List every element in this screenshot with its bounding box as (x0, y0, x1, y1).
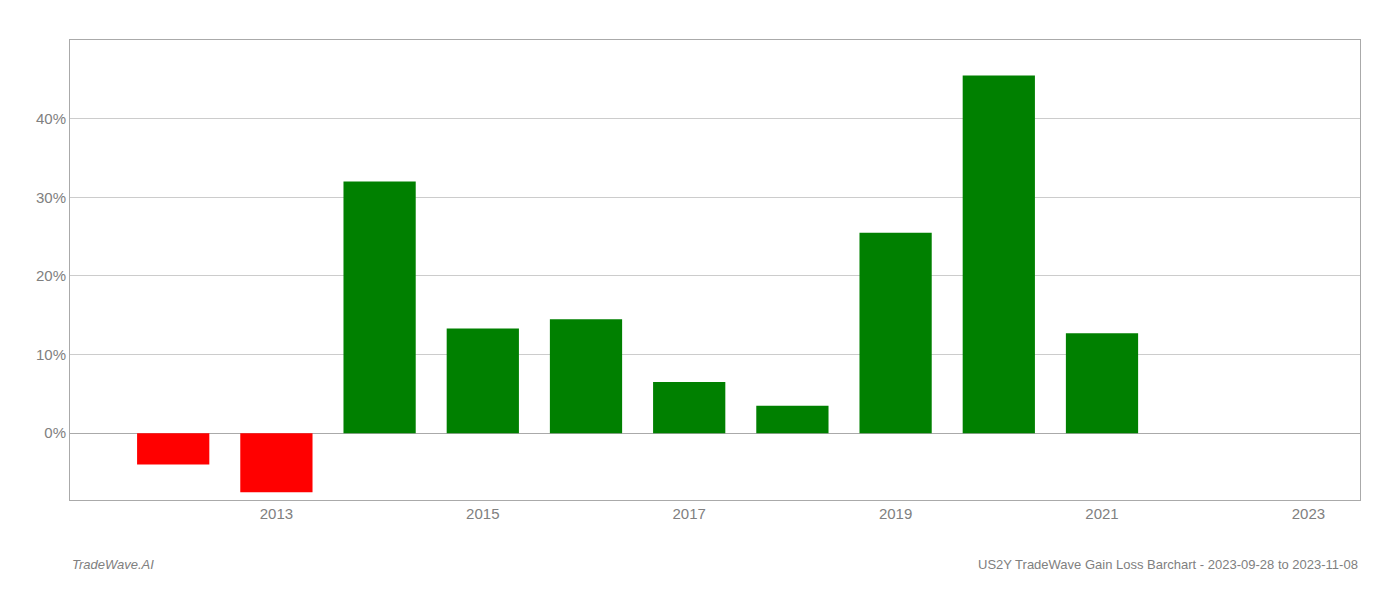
svg-text:TradeWave.AI: TradeWave.AI (72, 557, 154, 572)
svg-text:2013: 2013 (260, 505, 293, 522)
svg-text:10%: 10% (36, 346, 66, 363)
svg-text:20%: 20% (36, 267, 66, 284)
svg-text:0%: 0% (44, 424, 66, 441)
svg-text:US2Y TradeWave Gain Loss Barch: US2Y TradeWave Gain Loss Barchart - 2023… (978, 557, 1358, 572)
svg-text:30%: 30% (36, 189, 66, 206)
svg-text:2019: 2019 (879, 505, 912, 522)
svg-text:2023: 2023 (1292, 505, 1325, 522)
svg-text:2017: 2017 (673, 505, 706, 522)
svg-text:2015: 2015 (466, 505, 499, 522)
svg-text:2021: 2021 (1085, 505, 1118, 522)
svg-text:40%: 40% (36, 110, 66, 127)
